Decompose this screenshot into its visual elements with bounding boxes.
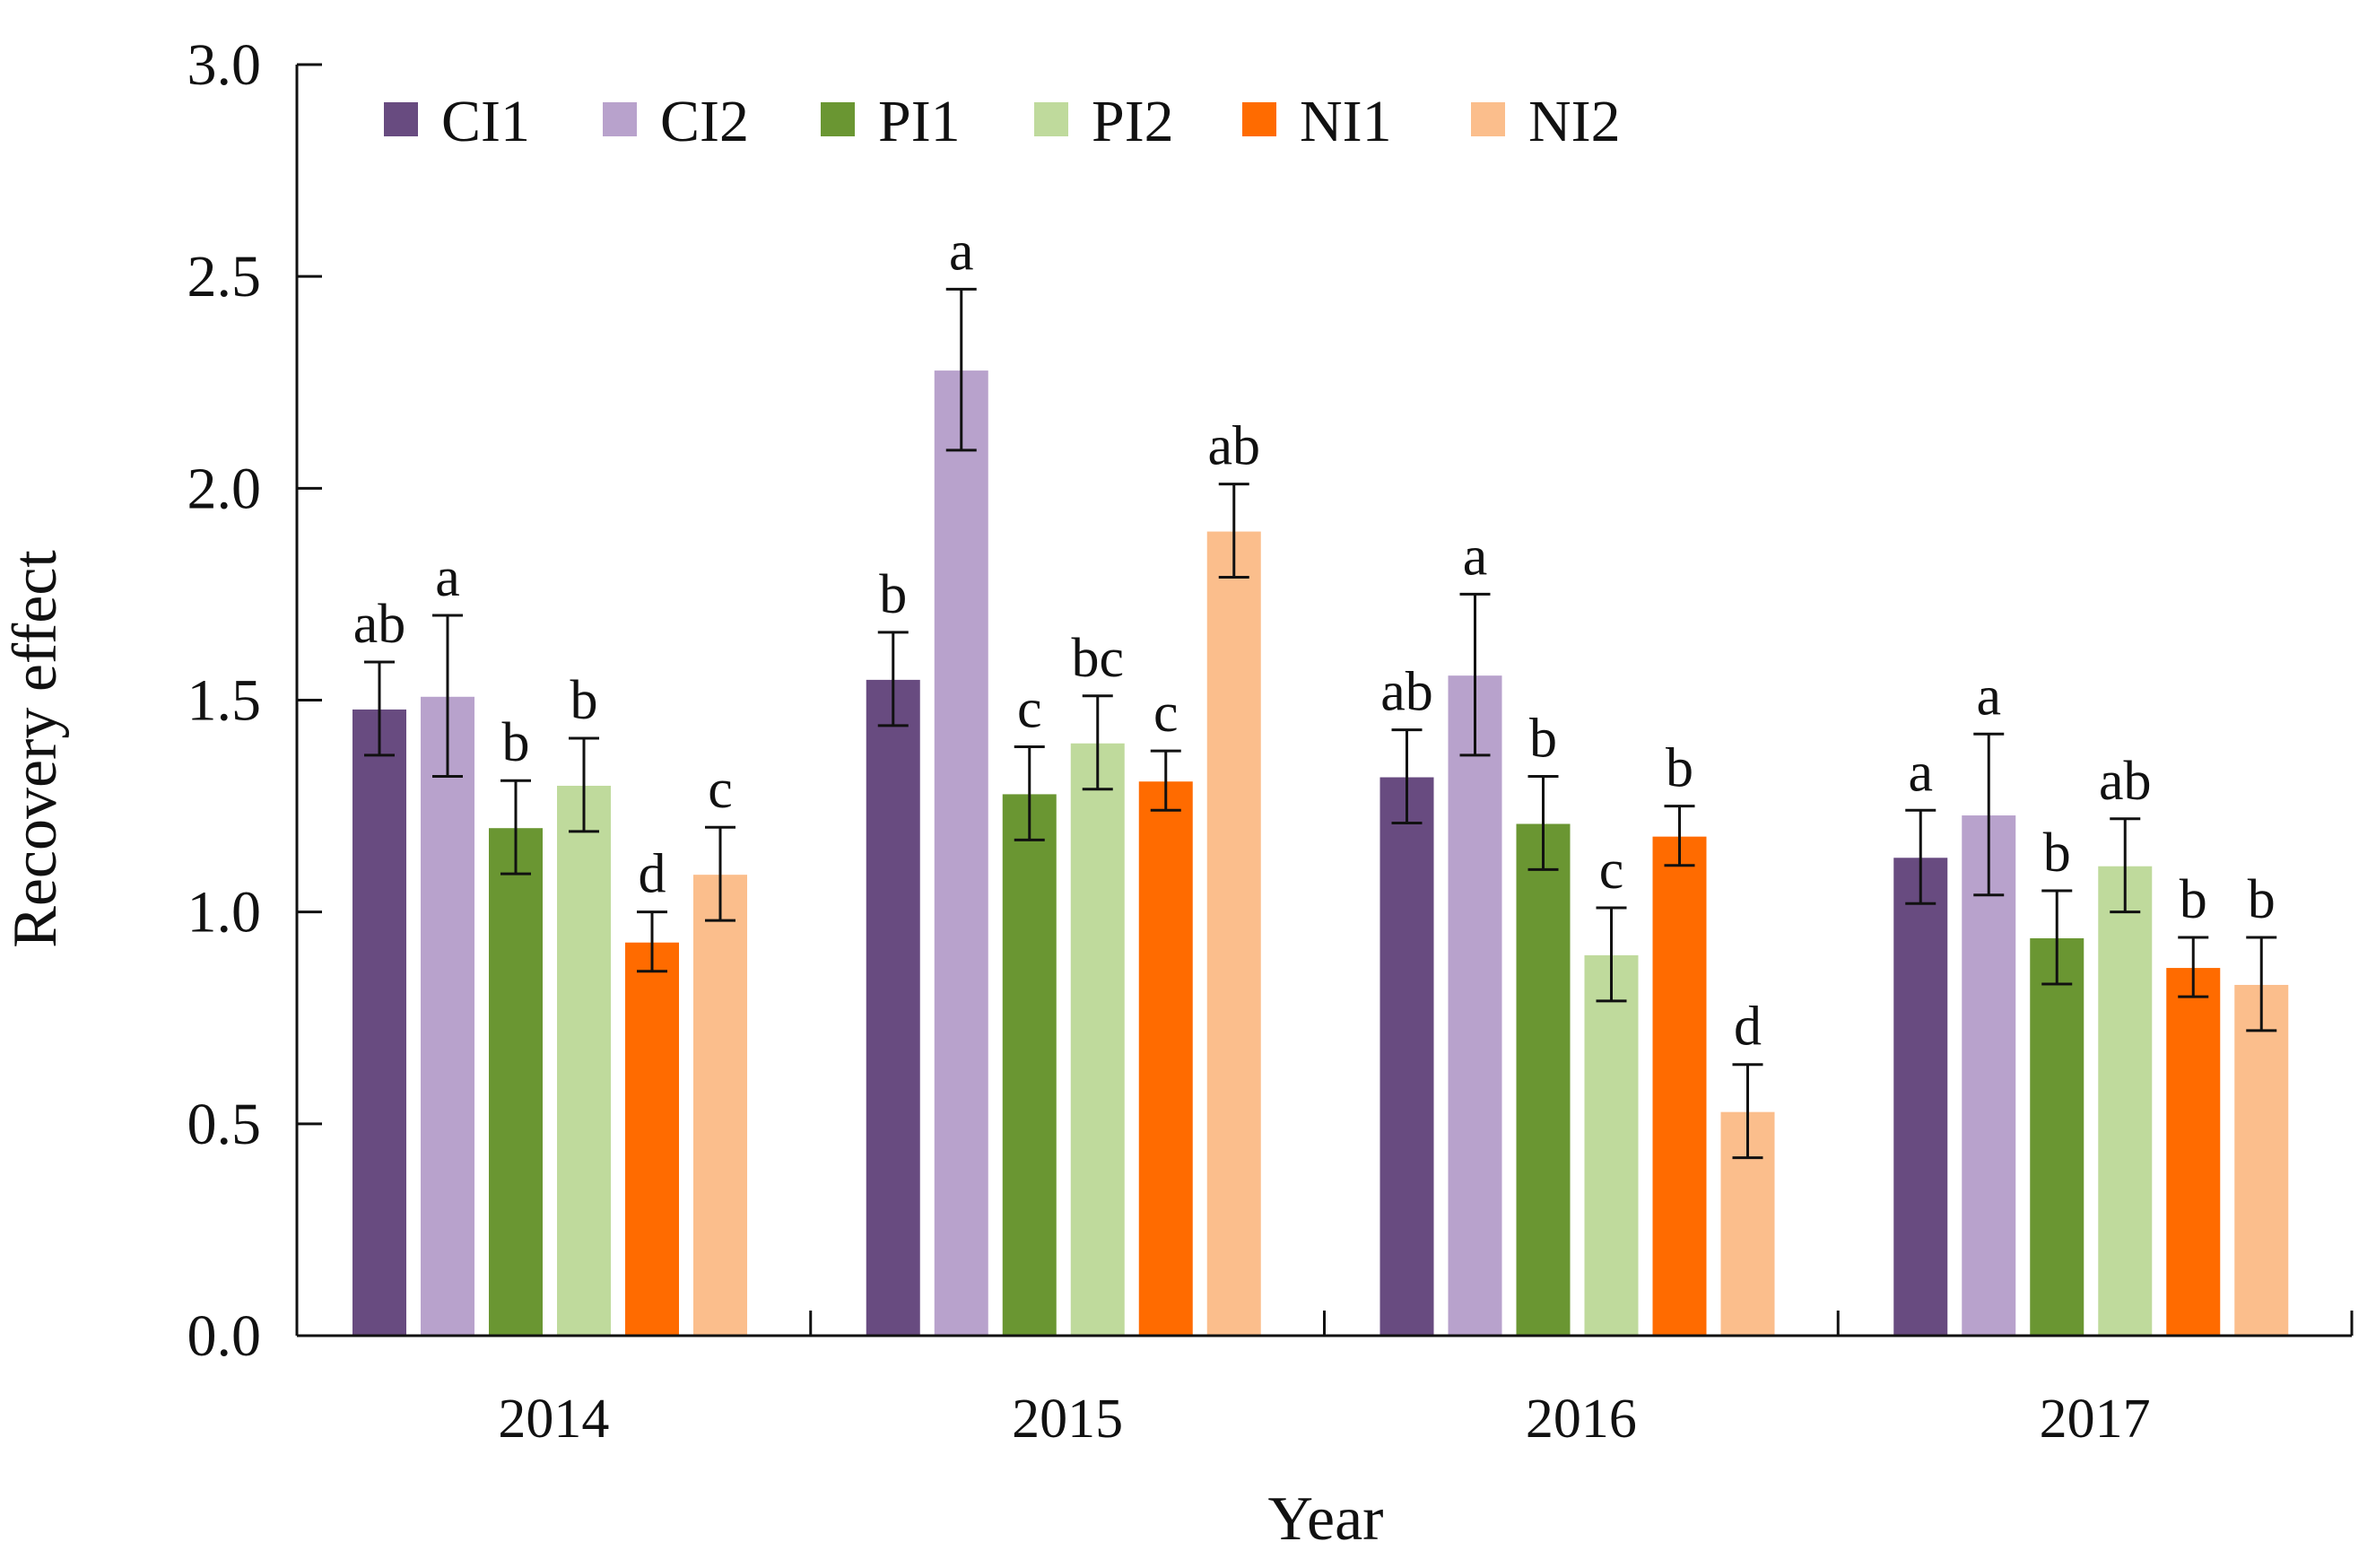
bar-ci2-2017 xyxy=(1960,814,2018,1337)
x-tick-label-2014: 2014 xyxy=(498,1389,609,1450)
significance-letter-ci2-2015: a xyxy=(949,221,974,282)
error-bars-layer xyxy=(364,287,2277,1160)
bar-ci1-2016 xyxy=(1378,775,1436,1337)
significance-letter-ci1-2016: ab xyxy=(1380,662,1433,723)
legend-label-ni2: NI2 xyxy=(1528,89,1621,154)
significance-letter-pi1-2014: b xyxy=(502,712,530,773)
bar-ci2-2015 xyxy=(932,369,990,1337)
significance-letter-ni2-2014: c xyxy=(708,759,733,820)
y-tick-label-3.0: 3.0 xyxy=(187,32,262,98)
x-tick-label-2016: 2016 xyxy=(1526,1389,1637,1450)
bar-ni2-2017 xyxy=(2232,982,2291,1337)
significance-letter-pi2-2014: b xyxy=(570,670,598,731)
bar-ni2-2014 xyxy=(692,873,749,1337)
significance-letter-ni2-2016: d xyxy=(1734,997,1762,1058)
legend-swatch-ni2 xyxy=(1471,102,1505,136)
bar-ci1-2015 xyxy=(864,677,922,1337)
y-tick-label-2.5: 2.5 xyxy=(187,244,262,309)
significance-letter-ni2-2017: b xyxy=(2248,869,2276,930)
bar-pi2-2017 xyxy=(2096,864,2154,1337)
legend-label-ni1: NI1 xyxy=(1300,89,1392,154)
y-tick-label-0.0: 0.0 xyxy=(187,1303,262,1369)
bar-ni1-2015 xyxy=(1136,780,1195,1337)
legend-label-pi2: PI2 xyxy=(1092,89,1174,154)
legend-swatch-ni1 xyxy=(1242,102,1276,136)
bar-pi2-2014 xyxy=(555,783,613,1337)
bar-pi1-2017 xyxy=(2028,936,2086,1337)
bar-pi1-2015 xyxy=(1000,792,1058,1337)
legend-label-pi1: PI1 xyxy=(878,89,961,154)
significance-letter-ci1-2017: a xyxy=(1908,742,1933,803)
significance-letter-ni1-2017: b xyxy=(2180,869,2207,930)
y-axis-label: Recovery effect xyxy=(1,550,70,948)
significance-letter-ni2-2015: ab xyxy=(1207,416,1260,477)
significance-letter-ci1-2014: ab xyxy=(353,594,406,655)
bar-ni1-2014 xyxy=(623,940,681,1337)
legend-label-ci2: CI2 xyxy=(660,89,749,154)
x-axis-label: Year xyxy=(1268,1485,1384,1554)
significance-letter-pi2-2017: ab xyxy=(2099,751,2152,812)
y-tick-label-2.0: 2.0 xyxy=(187,456,262,521)
x-tick-label-2017: 2017 xyxy=(2040,1389,2151,1450)
x-tick-label-2015: 2015 xyxy=(1012,1389,1123,1450)
legend: CI1 CI2 PI1 PI2 NI1 NI2 xyxy=(384,89,1621,154)
axes-layer: 0.0 0.5 1.0 1.5 2.0 2.5 3.0 2014 2015 2016 2017 xyxy=(187,32,2354,1450)
y-tick-label-1.5: 1.5 xyxy=(187,668,262,734)
significance-letter-pi1-2015: c xyxy=(1017,678,1042,739)
significance-letter-ni1-2015: c xyxy=(1153,683,1179,744)
bar-ci2-2014 xyxy=(419,694,476,1337)
significance-letter-pi2-2016: c xyxy=(1599,840,1624,901)
bar-pi2-2015 xyxy=(1068,741,1127,1337)
bar-pi1-2016 xyxy=(1514,822,1572,1337)
significance-letter-ni1-2016: b xyxy=(1666,738,1693,799)
legend-swatch-ci1 xyxy=(384,102,418,136)
significance-letter-pi1-2016: b xyxy=(1529,709,1557,770)
legend-label-ci1: CI1 xyxy=(441,89,530,154)
significance-letter-ci1-2015: b xyxy=(879,564,907,625)
bar-ci1-2017 xyxy=(1892,856,1950,1337)
bar-ci2-2016 xyxy=(1446,674,1504,1337)
significance-letter-ni1-2014: d xyxy=(639,844,666,905)
y-tick-label-1.0: 1.0 xyxy=(187,880,262,945)
legend-swatch-pi1 xyxy=(821,102,855,136)
bar-ni1-2017 xyxy=(2164,966,2223,1337)
bar-ni1-2016 xyxy=(1650,834,1709,1337)
significance-letter-pi1-2017: b xyxy=(2043,823,2071,884)
bars-layer xyxy=(351,369,2291,1337)
bar-pi2-2016 xyxy=(1582,953,1641,1337)
legend-swatch-pi2 xyxy=(1034,102,1068,136)
legend-swatch-ci2 xyxy=(603,102,637,136)
y-tick-label-0.5: 0.5 xyxy=(187,1092,262,1157)
significance-letter-ci2-2016: a xyxy=(1463,526,1488,587)
bar-pi1-2014 xyxy=(487,826,544,1337)
significance-letter-pi2-2015: bc xyxy=(1071,628,1124,689)
bar-ni2-2015 xyxy=(1205,529,1263,1337)
bar-ci1-2014 xyxy=(351,707,408,1337)
significance-letter-ci2-2014: a xyxy=(435,547,460,608)
significance-letter-ci2-2017: a xyxy=(1976,666,2001,727)
